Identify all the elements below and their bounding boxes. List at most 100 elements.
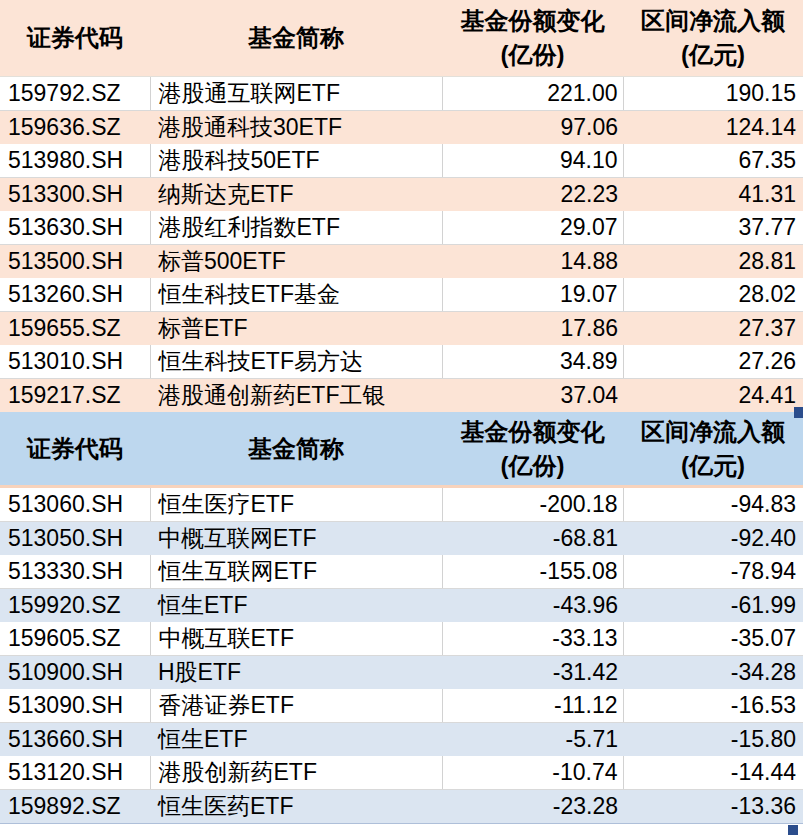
- cell-code: 513260.SH: [0, 278, 150, 312]
- cell-net-inflow: 28.81: [623, 245, 803, 279]
- table-row: 513060.SH 恒生医疗ETF -200.18 -94.83: [0, 487, 803, 522]
- cell-fund-name: 港股通创新药ETF工银: [150, 379, 442, 413]
- table-row: 513980.SH 港股科技50ETF 94.10 67.35: [0, 144, 803, 178]
- cell-fund-name: 恒生ETF: [150, 589, 442, 623]
- cell-fund-name: 恒生ETF: [150, 723, 442, 757]
- cell-share-change: 221.00: [442, 77, 623, 111]
- cell-fund-name: 香港证券ETF: [150, 689, 442, 723]
- selection-fill-handle: [788, 825, 798, 835]
- header-net-inflow-line1: 区间净流入额: [623, 4, 803, 38]
- header-share-change-line2: (亿份): [442, 38, 623, 72]
- cell-share-change: -5.71: [442, 723, 623, 757]
- cell-code: 513120.SH: [0, 756, 150, 790]
- cell-fund-name: 港股红利指数ETF: [150, 211, 442, 245]
- cell-fund-name: 标普ETF: [150, 312, 442, 346]
- header-net-inflow: 区间净流入额 (亿元): [623, 412, 803, 487]
- cell-fund-name: 恒生科技ETF易方达: [150, 345, 442, 379]
- cell-code: 513060.SH: [0, 487, 150, 522]
- table-row: 513660.SH 恒生ETF -5.71 -15.80: [0, 723, 803, 757]
- cell-fund-name: 恒生医药ETF: [150, 790, 442, 824]
- selection-fill-handle: [794, 407, 803, 418]
- cell-code: 513980.SH: [0, 144, 150, 178]
- cell-net-inflow: 37.77: [623, 211, 803, 245]
- table-row: 159892.SZ 恒生医药ETF -23.28 -13.36: [0, 790, 803, 824]
- header-net-inflow-line1: 区间净流入额: [623, 415, 803, 449]
- header-net-inflow: 区间净流入额 (亿元): [623, 0, 803, 77]
- etf-inflow-table: 证券代码 基金简称 基金份额变化 (亿份) 区间净流入额 (亿元) 159792…: [0, 0, 803, 412]
- cell-net-inflow: -94.83: [623, 487, 803, 522]
- cell-share-change: 17.86: [442, 312, 623, 346]
- table-row: 159655.SZ 标普ETF 17.86 27.37: [0, 312, 803, 346]
- cell-code: 159636.SZ: [0, 111, 150, 145]
- cell-code: 159920.SZ: [0, 589, 150, 623]
- cell-share-change: -43.96: [442, 589, 623, 623]
- cell-net-inflow: 124.14: [623, 111, 803, 145]
- table-row: 513500.SH 标普500ETF 14.88 28.81: [0, 245, 803, 279]
- cell-net-inflow: -13.36: [623, 790, 803, 824]
- cell-code: 159655.SZ: [0, 312, 150, 346]
- cell-share-change: -68.81: [442, 522, 623, 556]
- cell-code: 513090.SH: [0, 689, 150, 723]
- header-share-change-line1: 基金份额变化: [442, 4, 623, 38]
- cell-share-change: 37.04: [442, 379, 623, 413]
- cell-share-change: -23.28: [442, 790, 623, 824]
- header-code: 证券代码: [0, 412, 150, 487]
- inflow-header-row: 证券代码 基金简称 基金份额变化 (亿份) 区间净流入额 (亿元): [0, 0, 803, 77]
- cell-net-inflow: -61.99: [623, 589, 803, 623]
- cell-net-inflow: -35.07: [623, 622, 803, 656]
- cell-share-change: -155.08: [442, 555, 623, 589]
- cell-net-inflow: -34.28: [623, 656, 803, 690]
- cell-code: 513660.SH: [0, 723, 150, 757]
- outflow-header-row: 证券代码 基金简称 基金份额变化 (亿份) 区间净流入额 (亿元): [0, 412, 803, 487]
- header-share-change: 基金份额变化 (亿份): [442, 412, 623, 487]
- cell-code: 513330.SH: [0, 555, 150, 589]
- table-row: 513010.SH 恒生科技ETF易方达 34.89 27.26: [0, 345, 803, 379]
- table-row: 159920.SZ 恒生ETF -43.96 -61.99: [0, 589, 803, 623]
- header-share-change: 基金份额变化 (亿份): [442, 0, 623, 77]
- cell-share-change: -10.74: [442, 756, 623, 790]
- cell-net-inflow: -92.40: [623, 522, 803, 556]
- cell-net-inflow: -78.94: [623, 555, 803, 589]
- cell-net-inflow: 67.35: [623, 144, 803, 178]
- header-share-change-line1: 基金份额变化: [442, 415, 623, 449]
- cell-code: 513630.SH: [0, 211, 150, 245]
- cell-code: 159605.SZ: [0, 622, 150, 656]
- cell-code: 159792.SZ: [0, 77, 150, 111]
- cell-net-inflow: 24.41: [623, 379, 803, 413]
- table-row: 513050.SH 中概互联网ETF -68.81 -92.40: [0, 522, 803, 556]
- cell-fund-name: 港股科技50ETF: [150, 144, 442, 178]
- cell-share-change: 97.06: [442, 111, 623, 145]
- cell-net-inflow: 28.02: [623, 278, 803, 312]
- cell-share-change: -200.18: [442, 487, 623, 522]
- cell-fund-name: H股ETF: [150, 656, 442, 690]
- cell-share-change: -33.13: [442, 622, 623, 656]
- cell-fund-name: 标普500ETF: [150, 245, 442, 279]
- cell-code: 513500.SH: [0, 245, 150, 279]
- cell-fund-name: 中概互联ETF: [150, 622, 442, 656]
- table-row: 513300.SH 纳斯达克ETF 22.23 41.31: [0, 178, 803, 212]
- cell-fund-name: 港股通互联网ETF: [150, 77, 442, 111]
- table-row: 159605.SZ 中概互联ETF -33.13 -35.07: [0, 622, 803, 656]
- table-row: 159636.SZ 港股通科技30ETF 97.06 124.14: [0, 111, 803, 145]
- cell-net-inflow: 27.26: [623, 345, 803, 379]
- cell-share-change: -31.42: [442, 656, 623, 690]
- spreadsheet-screenshot: 证券代码 基金简称 基金份额变化 (亿份) 区间净流入额 (亿元) 159792…: [0, 0, 803, 837]
- cell-code: 513010.SH: [0, 345, 150, 379]
- cell-fund-name: 纳斯达克ETF: [150, 178, 442, 212]
- table-row: 510900.SH H股ETF -31.42 -34.28: [0, 656, 803, 690]
- cell-share-change: -11.12: [442, 689, 623, 723]
- cell-share-change: 29.07: [442, 211, 623, 245]
- header-share-change-line2: (亿份): [442, 449, 623, 483]
- cell-share-change: 19.07: [442, 278, 623, 312]
- cell-fund-name: 港股创新药ETF: [150, 756, 442, 790]
- cell-share-change: 14.88: [442, 245, 623, 279]
- cell-code: 159892.SZ: [0, 790, 150, 824]
- cell-share-change: 34.89: [442, 345, 623, 379]
- cell-code: 513300.SH: [0, 178, 150, 212]
- header-fund-name: 基金简称: [150, 0, 442, 77]
- table-row: 513330.SH 恒生互联网ETF -155.08 -78.94: [0, 555, 803, 589]
- table-row: 513260.SH 恒生科技ETF基金 19.07 28.02: [0, 278, 803, 312]
- header-fund-name: 基金简称: [150, 412, 442, 487]
- cell-fund-name: 中概互联网ETF: [150, 522, 442, 556]
- cell-fund-name: 恒生科技ETF基金: [150, 278, 442, 312]
